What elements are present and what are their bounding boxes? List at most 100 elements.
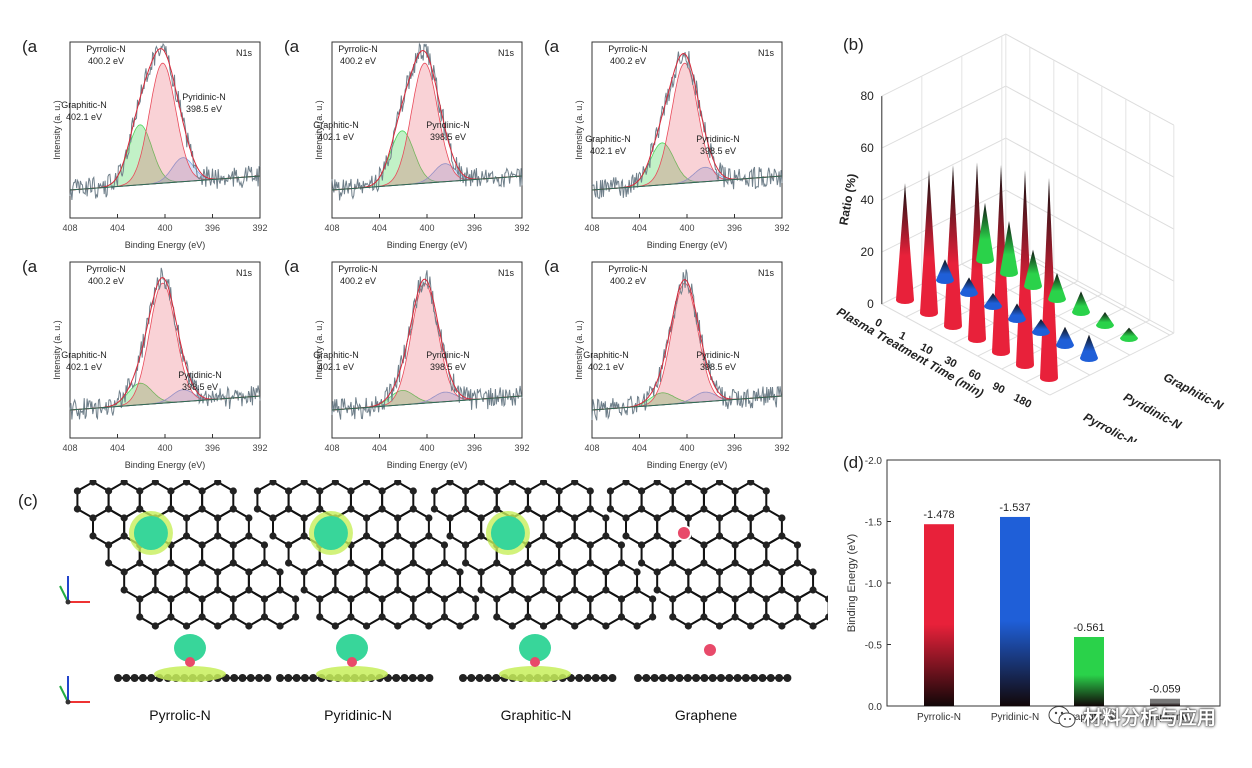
carbon-atom [260,559,269,567]
carbon-atom [461,559,470,567]
density-lobe [499,666,571,682]
graphitic-energy-label: 402.1 eV [66,112,102,122]
carbon-atom [214,586,222,594]
carbon-atom [245,514,253,522]
carbon-atom [425,568,433,576]
carbon-atom [606,505,615,513]
carbon-atom [260,541,269,549]
carbon-atom [483,674,492,682]
carbon-atom [394,622,402,630]
carbon-atom [198,487,206,495]
carbon-atom [292,674,301,682]
carbon-atom [316,595,324,603]
graphitic-energy-label: 402.1 eV [318,132,354,142]
carbon-atom [316,559,324,567]
category-tick-label: 180 [1011,392,1033,411]
carbon-atom [741,674,750,682]
carbon-atom [392,674,401,682]
carbon-atom [456,622,464,630]
carbon-atom [778,514,786,522]
carbon-atom [715,532,724,540]
isosurface [313,516,348,550]
cone-pyridinic-n [960,277,978,298]
carbon-atom [120,532,128,540]
bar-pyridinic-n [1000,516,1030,706]
panel-d-bar-chart: (d) -2.0 -1.5 -1.0 -0.5 0.0 Binding Energy (eV… [835,448,1245,763]
carbon-atom [493,559,501,567]
carbon-atom [683,674,692,682]
hex-ring [232,588,266,628]
carbon-atom [425,532,433,540]
carbon-atom [747,622,755,630]
carbon-atom [493,487,501,495]
carbon-atom [715,568,724,576]
carbon-atom [182,514,191,522]
carbon-atom [182,532,191,540]
carbon-atom [425,586,433,594]
background-line [69,175,261,191]
carbon-atom [214,478,222,486]
x-tick-label: 404 [110,223,125,233]
carbon-atom [214,514,222,522]
y-axis-title: Intensity (a. u.) [314,320,324,380]
category-tick-label: 1 [897,330,908,343]
graphitic-name-label: Graphitic-N [61,350,107,360]
structure-top-pyridinic [253,478,480,630]
n1s-label: N1s [498,268,515,278]
y-tick-label: -2.0 [865,456,883,467]
panel-label-a5: (a [284,257,300,276]
carbon-atom [425,514,433,522]
floor-grid-line [1001,243,1171,336]
carbon-atom [151,586,159,594]
raw-spectrum [591,269,783,421]
carbon-atom [300,586,308,594]
carbon-atom [394,586,402,594]
cone-graphitic-n [1048,273,1066,304]
carbon-atom [73,487,82,495]
category-label: Graphitic-N [1064,712,1115,723]
carbon-atom [700,487,708,495]
carbon-atom [378,505,386,513]
pyridinic-energy-label: 398.5 eV [430,132,466,142]
carbon-atom [409,613,417,621]
carbon-atom [508,568,516,576]
carbon-atom [394,478,402,486]
carbon-atom [637,487,646,495]
carbon-atom [715,622,724,630]
carbon-atom [347,613,355,621]
structure-label: Pyrrolic-N [149,707,210,723]
carbon-atom [120,568,128,576]
carbon-atom [602,514,610,522]
pyrrolic-name-label: Pyrrolic-N [608,44,648,54]
carbon-atom [284,541,293,549]
carbon-atom [292,595,300,603]
cone-pyridinic-n [1032,319,1050,337]
pyridinic-name-label: Pyridinic-N [182,92,226,102]
carbon-atom [362,586,371,594]
carbon-atom [555,559,563,567]
carbon-atom [167,613,175,621]
carbon-atom [300,568,308,576]
carbon-atom [182,586,191,594]
carbon-atom [586,613,594,621]
carbon-atom [715,478,724,486]
x-tick-label: 392 [774,443,789,453]
carbon-atom [276,568,284,576]
carbon-atom [198,613,206,621]
hex-ring [526,588,561,628]
carbon-atom [409,595,417,603]
carbon-atom [472,613,480,621]
x-tick-label: 400 [679,223,694,233]
carbon-atom [708,674,717,682]
series-label: Graphitic-N [1161,370,1226,413]
carbon-atom [731,559,739,567]
carbon-atom [229,487,237,495]
cone-pyridinic-n [1056,326,1074,350]
carbon-atom [809,586,817,594]
carbon-atom [669,487,677,495]
carbon-atom [653,514,661,522]
